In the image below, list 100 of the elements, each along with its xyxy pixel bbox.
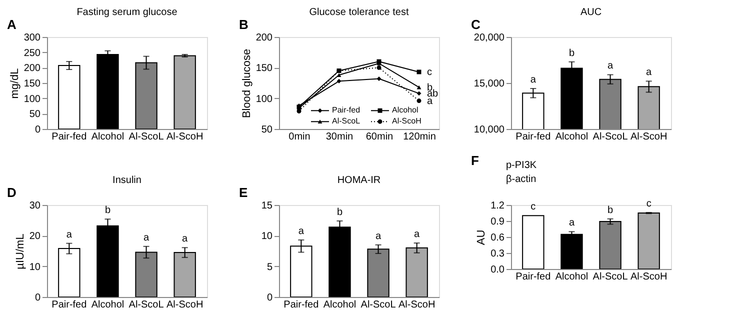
y-tick-label: 1.2 [490,200,505,212]
x-tick-label: 0min [288,132,310,142]
text: F [471,153,479,168]
chart-title: HOMA-IR [337,175,381,186]
data-label: b [336,206,343,218]
y-tick-label: 300 [24,32,41,44]
y-tick-label: 50 [261,124,273,136]
y-tick-label: 200 [24,63,41,74]
y-tick-label: 10 [29,262,41,273]
legend-label: Al-ScoL [332,116,361,126]
data-label: b [607,204,614,216]
y-axis-title: AU [476,230,488,246]
text: B [239,17,248,32]
x-tick-label: Al-ScoH [630,132,668,142]
text: β-actin [506,174,536,185]
x-tick-label: Alcohol [555,132,588,142]
x-tick-label: Al-ScoH [398,300,436,310]
y-tick-label: 250 [24,48,41,59]
text: C [471,17,481,32]
x-tick-label: Al-ScoH [166,300,204,310]
x-tick-label: Pair-fed [516,272,551,282]
chart-title: Glucose tolerance test [309,7,409,18]
bar [522,215,544,269]
y-tick-label: 50 [29,109,41,120]
bar [58,248,80,297]
y-axis-title: Blood glucose [240,48,253,118]
x-tick-label: Pair-fed [52,300,87,310]
y-tick-label: 100 [256,94,273,105]
data-label: a [607,60,614,72]
bar [406,247,428,297]
x-tick-label: Al-ScoL [128,132,164,142]
data-label: a [568,218,575,229]
data-label: a [298,226,304,237]
annotation: c [427,66,432,78]
x-tick-label: 60min [366,132,394,142]
point [416,70,422,74]
x-tick-label: Al-ScoL [592,272,628,282]
text: p-PI3K [506,160,537,171]
data-label: b [104,205,111,216]
data-label: a [143,232,150,244]
y-tick-label: 20 [29,231,41,242]
x-tick-label: Alcohol [91,300,124,310]
y-tick-label: 0.6 [490,232,505,244]
text: D [7,185,16,200]
y-tick-label: 150 [24,78,41,90]
x-tick-label: Pair-fed [52,132,87,142]
chart-title: Fasting serum glucose [76,7,178,18]
x-tick-label: Al-ScoL [592,132,628,142]
x-tick-label: Al-ScoL [360,300,396,310]
point [416,91,422,96]
y-tick-label: 10,000 [474,124,505,136]
text: A [7,17,17,32]
point [376,76,382,81]
y-tick-label: 0 [34,292,41,304]
legend-label: Pair-fed [332,106,360,115]
data-label: a [375,230,382,242]
y-tick-label: 0.3 [490,248,505,260]
y-tick-label: 200 [256,32,273,44]
data-label: a [182,234,188,245]
data-label: a [530,74,536,86]
y-axis-title: mg/dL [8,68,21,99]
y-tick-label: 30 [29,200,41,212]
point [416,98,422,104]
bar [638,212,660,269]
point [336,73,342,77]
y-tick-label: 0 [34,124,41,136]
point [376,65,382,70]
y-axis-title: µIU/mL [14,234,26,270]
y-tick-label: 100 [24,94,41,105]
x-tick-label: Alcohol [555,272,588,282]
data-label: c [646,198,652,210]
data-label: c [530,202,536,213]
legend-label: Al-ScoH [392,116,422,126]
x-tick-label: Alcohol [91,132,124,142]
x-tick-label: Pair-fed [284,300,319,310]
x-tick-label: Pair-fed [516,132,551,142]
y-tick-label: 10 [261,231,273,242]
data-label: a [646,67,652,78]
point [336,78,342,84]
y-tick-label: 0.0 [490,264,505,276]
y-tick-label: 0.9 [490,216,505,228]
x-tick-label: 120min [403,132,436,142]
data-label: a [414,229,420,240]
x-tick-label: Al-ScoH [166,132,204,142]
y-tick-label: 150 [256,63,273,74]
y-tick-label: 5 [266,262,273,273]
x-tick-label: Al-ScoL [128,300,164,310]
text: E [239,185,248,200]
x-tick-label: 30min [326,132,354,142]
data-label: b [568,48,575,59]
y-tick-label: 15,000 [474,78,505,90]
legend-label: Alcohol [392,106,418,115]
y-tick-label: 20,000 [474,32,505,44]
x-tick-label: Alcohol [323,300,356,310]
data-label: a [66,229,72,240]
x-tick-label: Al-ScoH [630,272,668,282]
chart-title: AUC [580,7,602,18]
y-tick-label: 0 [266,292,273,304]
bar [174,252,196,297]
chart-title: Insulin [112,175,142,186]
